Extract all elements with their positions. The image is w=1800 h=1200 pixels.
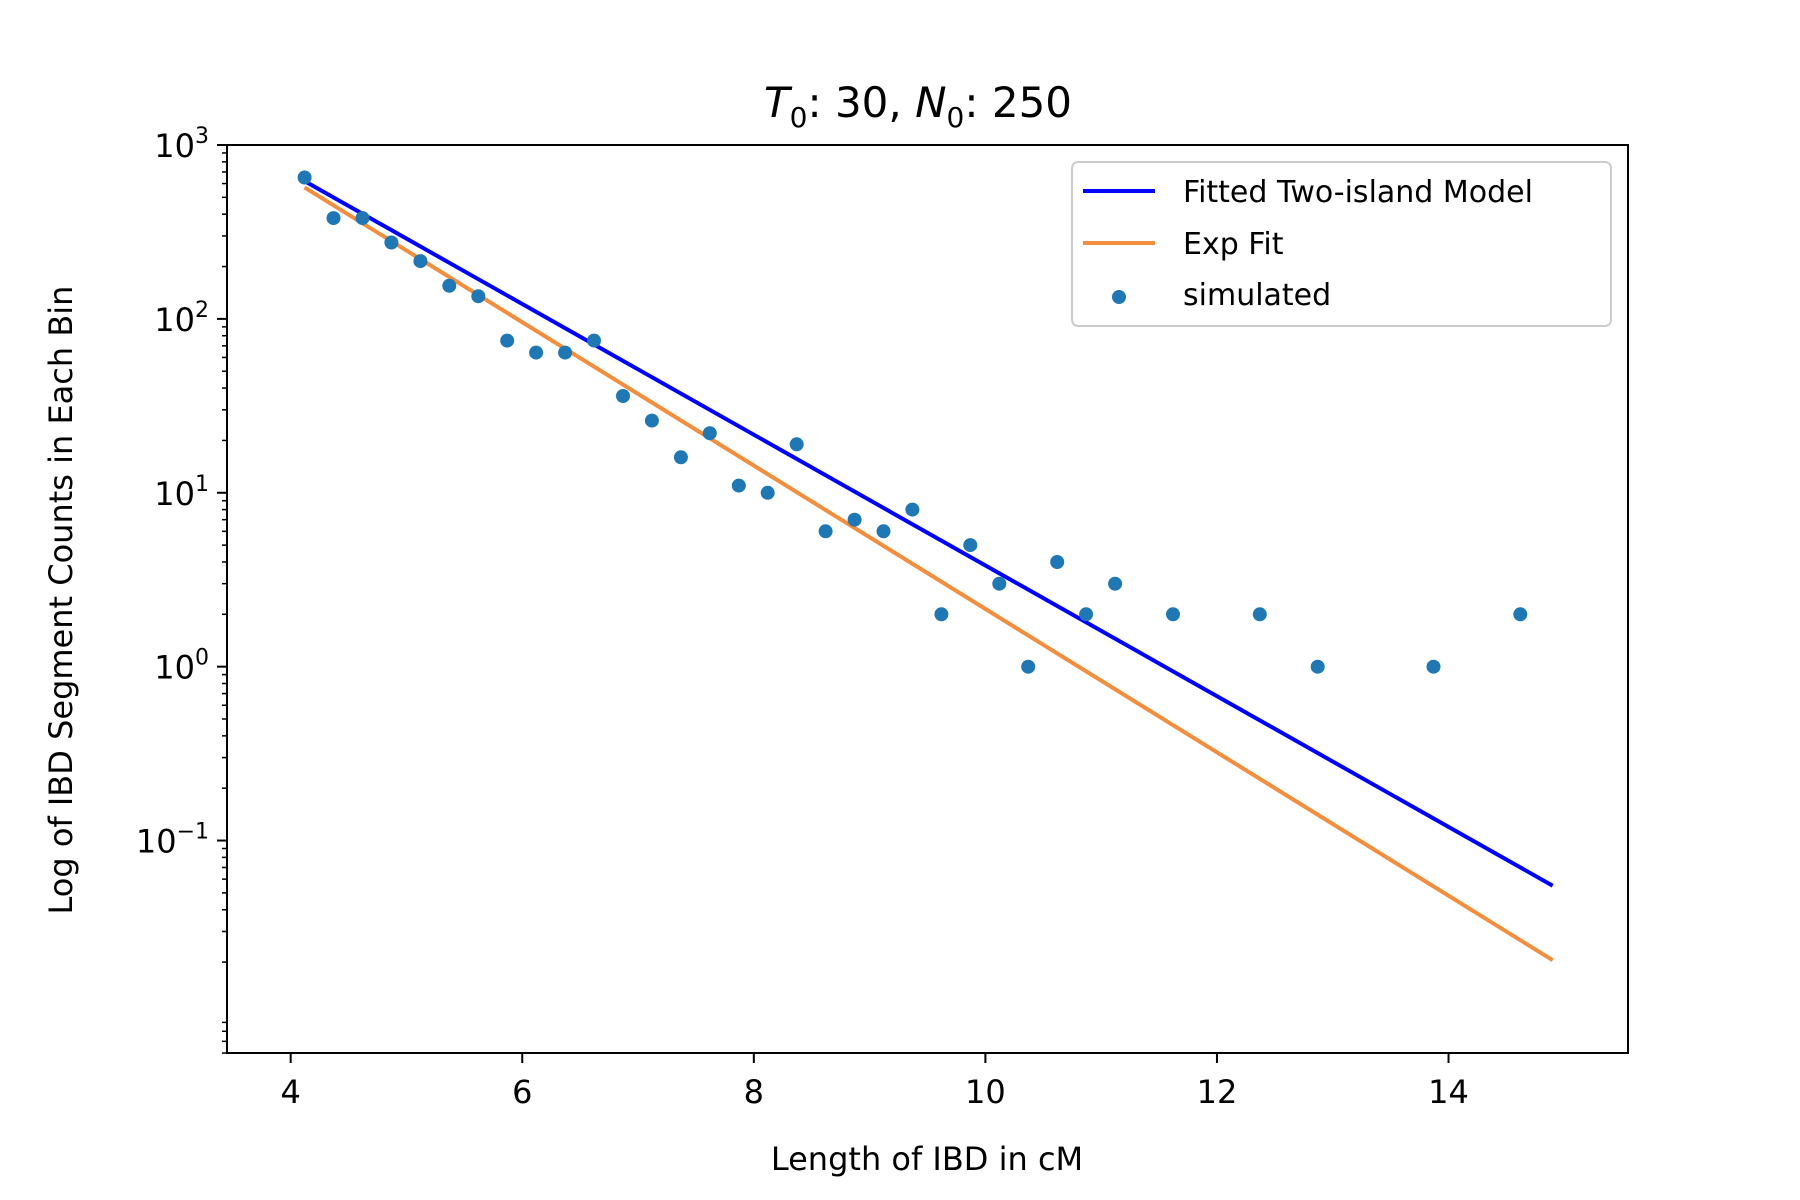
x-tick-label: 6: [512, 1073, 532, 1111]
data-point-simulated: [1079, 607, 1094, 622]
y-tick-label: 10−1: [136, 820, 209, 861]
legend-label-two-island: Fitted Two-island Model: [1183, 175, 1533, 210]
data-point-simulated: [992, 576, 1007, 591]
data-point-simulated: [616, 389, 630, 403]
data-point-simulated: [1166, 607, 1180, 622]
data-point-simulated: [326, 211, 341, 226]
data-point-simulated: [500, 333, 515, 348]
plot-area-frame: [226, 144, 1629, 1054]
chart-title: T0: 30, N0: 250: [764, 78, 1072, 134]
data-point-simulated: [1310, 659, 1325, 674]
data-point-simulated: [529, 345, 544, 360]
x-tick-label: 8: [744, 1073, 764, 1111]
data-point-simulated: [934, 607, 949, 622]
data-point-simulated: [1021, 659, 1036, 674]
data-point-simulated: [297, 170, 312, 185]
y-axis: 103 102 101 100 10−1: [136, 124, 227, 1054]
legend: Fitted Two-island Model Exp Fit simulate…: [1071, 161, 1612, 327]
legend-swatch-simulated: [1112, 290, 1126, 304]
data-point-simulated: [1050, 555, 1065, 569]
data-point-simulated: [702, 426, 717, 441]
data-point-simulated: [847, 512, 862, 527]
data-point-simulated: [789, 437, 804, 452]
data-point-simulated: [1252, 607, 1267, 622]
data-point-simulated: [413, 254, 428, 269]
legend-label-exp-fit: Exp Fit: [1183, 227, 1284, 262]
data-point-simulated: [355, 211, 370, 226]
x-tick-label: 4: [281, 1073, 301, 1111]
data-point-simulated: [1108, 576, 1123, 591]
y-tick-label: 101: [154, 472, 209, 513]
y-tick-label: 103: [154, 124, 209, 165]
y-tick-label: 100: [154, 646, 209, 687]
x-tick-label: 10: [965, 1073, 1006, 1111]
x-tick-label: 12: [1197, 1073, 1238, 1111]
data-point-simulated: [876, 524, 891, 539]
data-point-simulated: [384, 235, 399, 250]
data-point-simulated: [760, 485, 775, 500]
plot-marks: [297, 170, 1554, 962]
data-point-simulated: [905, 502, 920, 517]
data-point-simulated: [471, 289, 486, 304]
data-point-simulated: [1426, 659, 1441, 674]
data-point-simulated: [731, 478, 746, 493]
data-point-simulated: [673, 450, 688, 465]
legend-label-simulated: simulated: [1183, 278, 1331, 313]
series-line-fitted-two-island-model: [303, 179, 1554, 888]
data-point-simulated: [558, 345, 573, 360]
data-point-simulated: [644, 413, 659, 428]
y-tick-label: 102: [154, 298, 209, 339]
data-point-simulated: [963, 538, 978, 553]
data-point-simulated: [442, 278, 457, 293]
data-point-simulated: [818, 524, 833, 539]
legend-box: [1071, 161, 1612, 327]
data-point-simulated: [1513, 607, 1528, 622]
x-axis: 4 6 8 10 12 14: [281, 1053, 1469, 1111]
x-axis-label: Length of IBD in cM: [771, 1140, 1083, 1178]
y-axis-label: Log of IBD Segment Counts in Each Bin: [42, 286, 80, 915]
x-tick-label: 14: [1428, 1073, 1469, 1111]
data-point-simulated: [587, 333, 601, 348]
series-line-exp-fit: [303, 185, 1554, 962]
